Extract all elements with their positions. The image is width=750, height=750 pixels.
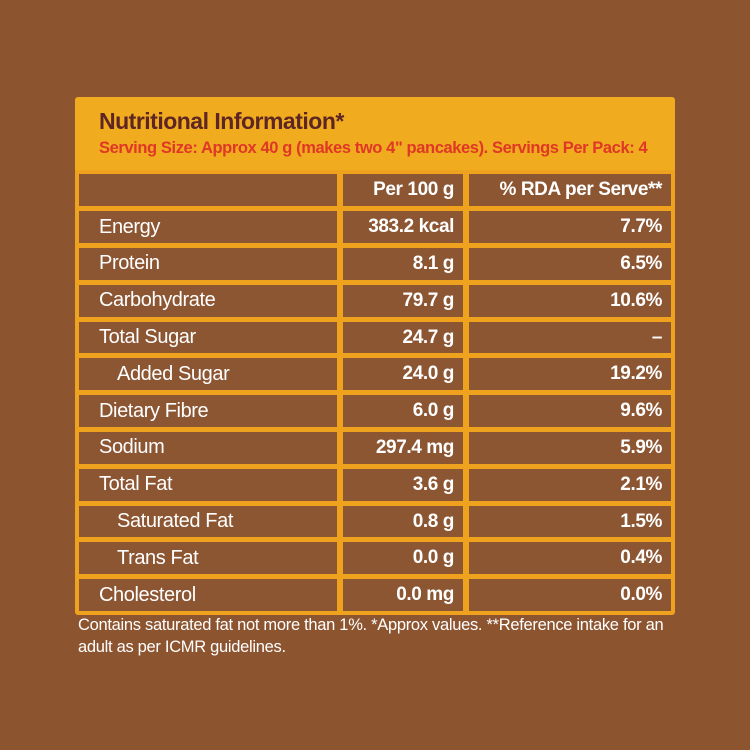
row-label: Added Sugar <box>79 358 337 391</box>
row-value-per-100g: 3.6 g <box>343 468 463 501</box>
row-label: Saturated Fat <box>79 505 337 538</box>
row-value-per-100g: 0.8 g <box>343 505 463 538</box>
row-value-rda-per-serve: 9.6% <box>469 395 671 428</box>
row-label: Carbohydrate <box>79 284 337 317</box>
row-label: Total Fat <box>79 468 337 501</box>
row-value-per-100g: 6.0 g <box>343 395 463 428</box>
row-value-per-100g: 24.0 g <box>343 358 463 391</box>
nutrition-panel: Nutritional Information* Serving Size: A… <box>75 97 675 615</box>
row-value-per-100g: 0.0 mg <box>343 579 463 611</box>
row-value-per-100g: 297.4 mg <box>343 432 463 464</box>
row-value-rda-per-serve: 0.0% <box>469 579 671 611</box>
row-value-per-100g: 383.2 kcal <box>343 211 463 244</box>
row-value-rda-per-serve: 6.5% <box>469 248 671 280</box>
column-header-per-100g: Per 100 g <box>343 174 463 207</box>
nutrition-table: Per 100 g % RDA per Serve** Energy 383.2… <box>75 170 675 615</box>
row-value-rda-per-serve: 5.9% <box>469 432 671 464</box>
row-value-per-100g: 24.7 g <box>343 321 463 354</box>
column-header-rda-per-serve: % RDA per Serve** <box>469 174 671 207</box>
row-value-rda-per-serve: 10.6% <box>469 284 671 317</box>
row-value-rda-per-serve: – <box>469 321 671 354</box>
row-label: Dietary Fibre <box>79 395 337 428</box>
row-label: Total Sugar <box>79 321 337 354</box>
row-value-rda-per-serve: 19.2% <box>469 358 671 391</box>
row-label: Trans Fat <box>79 542 337 575</box>
panel-title: Nutritional Information* <box>99 108 344 134</box>
footnote: Contains saturated fat not more than 1%.… <box>78 616 664 656</box>
row-value-rda-per-serve: 7.7% <box>469 211 671 244</box>
row-label: Sodium <box>79 432 337 464</box>
serving-size-line: Serving Size: Approx 40 g (makes two 4" … <box>99 139 648 158</box>
row-value-per-100g: 8.1 g <box>343 248 463 280</box>
row-label: Energy <box>79 211 337 244</box>
panel-header: Nutritional Information* Serving Size: A… <box>75 97 675 171</box>
row-value-rda-per-serve: 2.1% <box>469 468 671 501</box>
row-value-rda-per-serve: 1.5% <box>469 505 671 538</box>
row-value-per-100g: 0.0 g <box>343 542 463 575</box>
row-label: Protein <box>79 248 337 280</box>
row-label: Cholesterol <box>79 579 337 611</box>
row-value-per-100g: 79.7 g <box>343 284 463 317</box>
column-header-blank <box>79 174 337 207</box>
row-value-rda-per-serve: 0.4% <box>469 542 671 575</box>
